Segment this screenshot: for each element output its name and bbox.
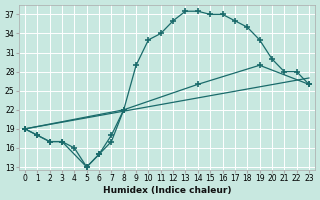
X-axis label: Humidex (Indice chaleur): Humidex (Indice chaleur) (103, 186, 231, 195)
